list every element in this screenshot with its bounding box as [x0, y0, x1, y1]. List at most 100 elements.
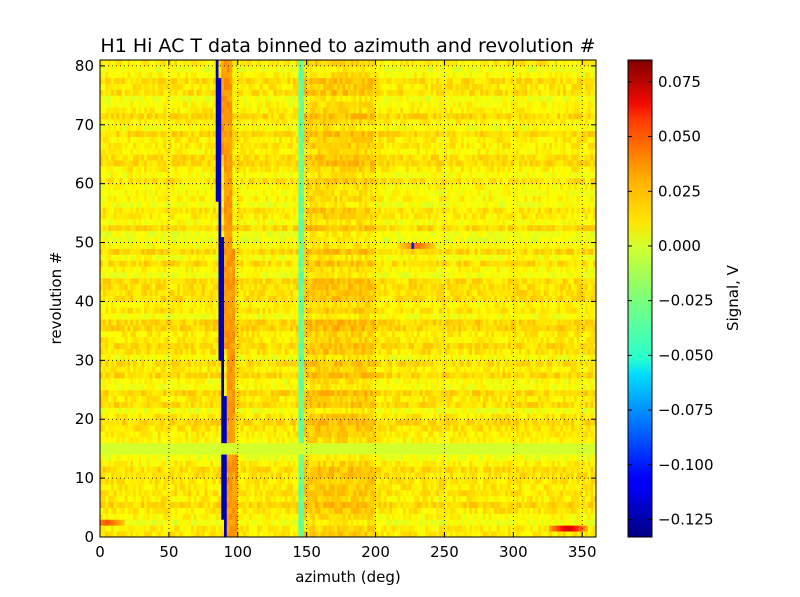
heatmap-cell	[527, 389, 531, 397]
heatmap-cell	[155, 366, 159, 373]
heatmap-cells	[100, 60, 597, 538]
heatmap-cell	[157, 389, 162, 397]
heatmap-cell	[199, 495, 203, 503]
heatmap-cell	[403, 366, 407, 373]
heatmap-cell	[488, 378, 492, 385]
heatmap-cell	[279, 519, 283, 526]
heatmap-cell	[331, 436, 335, 444]
heatmap-cell	[157, 489, 162, 497]
heatmap-cell	[436, 366, 440, 373]
heatmap-cell	[102, 489, 106, 497]
heatmap-cell	[281, 389, 286, 397]
heatmap-cell	[397, 401, 401, 408]
heatmap-cell	[485, 472, 489, 479]
heatmap-cell	[152, 525, 156, 532]
heatmap-cell	[276, 460, 280, 467]
heatmap-cell	[518, 419, 522, 426]
heatmap-cell	[224, 366, 228, 373]
heatmap-cell	[199, 360, 203, 367]
heatmap-cell	[168, 489, 173, 497]
heatmap-cell	[593, 466, 597, 473]
heatmap-cell	[105, 519, 109, 526]
heatmap-cell	[328, 366, 332, 373]
heatmap-cell	[259, 489, 263, 497]
heatmap-cell	[273, 401, 277, 408]
heatmap-cell	[155, 395, 159, 402]
heatmap-cell	[105, 466, 109, 473]
heatmap-cell	[499, 489, 503, 497]
heatmap-cell	[488, 431, 492, 438]
heatmap-cell	[113, 460, 117, 467]
heatmap-cell	[152, 419, 156, 426]
heatmap-cell	[405, 425, 410, 432]
heatmap-cell	[551, 436, 556, 444]
heatmap-cell	[455, 460, 459, 467]
heatmap-cell	[510, 525, 514, 532]
heatmap-cell	[273, 484, 277, 491]
heatmap-cell	[433, 401, 437, 408]
heatmap-cell	[306, 383, 310, 391]
heatmap-cell	[290, 413, 294, 420]
heatmap-cell	[455, 525, 459, 532]
heatmap-cell	[149, 513, 153, 520]
heatmap-cell	[579, 513, 583, 520]
heatmap-cell	[218, 407, 222, 414]
heatmap-cell	[452, 454, 456, 461]
heatmap-cell	[232, 419, 236, 426]
heatmap-cell	[257, 484, 261, 491]
heatmap-cell	[320, 407, 324, 414]
heatmap-cell	[397, 425, 401, 432]
heatmap-cell	[212, 407, 217, 414]
heatmap-cell	[397, 507, 401, 514]
heatmap-cell	[546, 395, 550, 402]
heatmap-cell	[590, 383, 594, 391]
heatmap-cell	[124, 519, 128, 526]
heatmap-cell	[270, 478, 274, 485]
heatmap-cell	[152, 395, 156, 402]
heatmap-cell	[196, 454, 200, 461]
heatmap-cell	[361, 519, 365, 526]
heatmap-cell	[138, 501, 142, 508]
heatmap-cell	[532, 366, 536, 373]
heatmap-cell	[320, 501, 324, 508]
heatmap-cell	[400, 407, 404, 414]
heatmap-cell	[312, 507, 316, 514]
heatmap-cell	[386, 466, 390, 473]
heatmap-cell	[259, 389, 263, 397]
heatmap-cell	[433, 372, 437, 379]
heatmap-cell	[386, 407, 390, 414]
heatmap-cell	[111, 501, 115, 508]
heatmap-cell	[460, 501, 465, 508]
heatmap-cell	[590, 484, 594, 491]
heatmap-cell	[235, 431, 239, 438]
heatmap-cell	[397, 525, 401, 532]
heatmap-cell	[549, 525, 553, 532]
heatmap-cell	[177, 484, 181, 491]
heatmap-cell	[372, 383, 376, 391]
heatmap-cell	[248, 389, 252, 397]
heatmap-cell	[403, 454, 407, 461]
heatmap-cell	[359, 460, 363, 467]
heatmap-cell	[389, 366, 393, 373]
heatmap-cell	[127, 366, 131, 373]
heatmap-cell	[348, 489, 352, 497]
heatmap-cell	[193, 472, 197, 479]
heatmap-cell	[444, 519, 448, 526]
heatmap-cell	[168, 389, 173, 397]
heatmap-cell	[292, 513, 297, 520]
heatmap-cell	[378, 513, 382, 520]
heatmap-cell	[105, 395, 109, 402]
heatmap-cell	[419, 366, 423, 373]
heatmap-cell	[243, 495, 247, 503]
heatmap-cell	[535, 472, 539, 479]
heatmap-cell	[270, 472, 274, 479]
heatmap-cell	[218, 460, 222, 467]
heatmap-cell	[397, 519, 401, 526]
heatmap-cell	[518, 366, 522, 373]
heatmap-cell	[529, 395, 534, 402]
heatmap-cell	[532, 454, 536, 461]
heatmap-cell	[193, 454, 197, 461]
heatmap-cell	[276, 484, 280, 491]
heatmap-cell	[397, 436, 401, 444]
heatmap-cell	[287, 489, 291, 497]
